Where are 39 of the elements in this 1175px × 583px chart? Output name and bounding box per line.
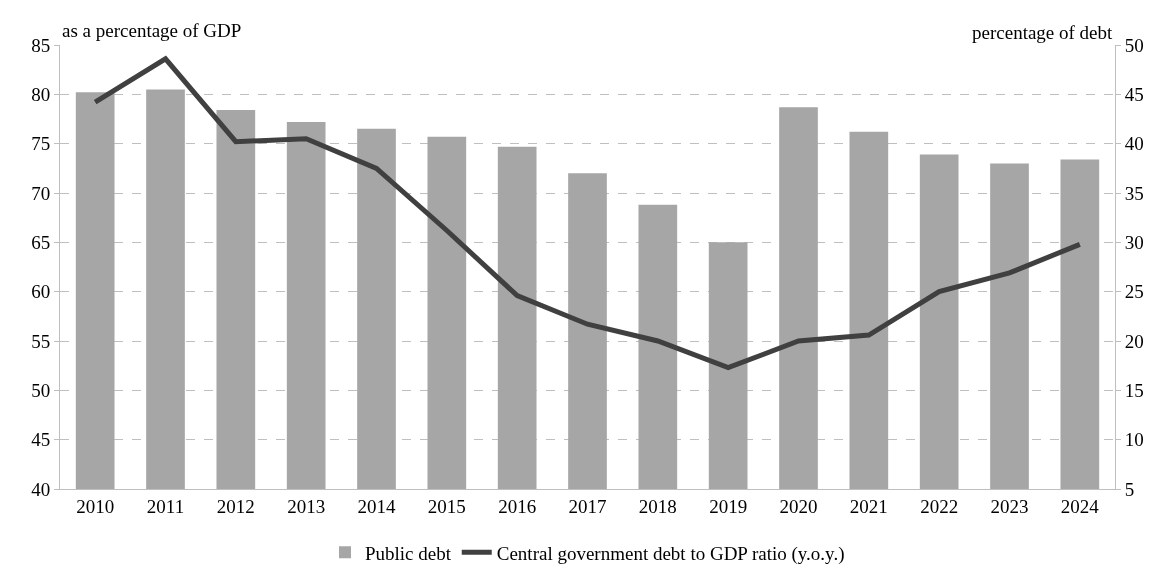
y2-tick-label: 20 <box>1124 330 1144 352</box>
x-tick-label: 2022 <box>920 495 959 517</box>
y2-tick-label: 15 <box>1124 379 1144 401</box>
x-tick-label: 2023 <box>990 495 1029 517</box>
x-tick-label: 2013 <box>287 495 326 517</box>
y2-tick-label: 50 <box>1124 34 1144 56</box>
y-tick-label: 85 <box>31 34 51 56</box>
y-tick-label: 50 <box>31 379 51 401</box>
x-tick-label: 2018 <box>638 495 677 517</box>
y-tick-label: 70 <box>31 182 51 204</box>
y2-tick-label: 30 <box>1124 231 1144 253</box>
y2-tick-label: 35 <box>1124 182 1144 204</box>
y-tick-label: 45 <box>31 429 51 451</box>
x-tick-label: 2010 <box>76 495 115 517</box>
y2-axis-title: percentage of debt <box>972 22 1114 43</box>
x-tick-label: 2012 <box>216 495 255 517</box>
legend-label: Central government debt to GDP ratio (y.o.y.) <box>496 542 845 565</box>
x-tick-label: 2020 <box>779 495 818 517</box>
x-tick-label: 2016 <box>498 495 537 517</box>
x-tick-label: 2017 <box>568 495 607 517</box>
x-tick-label: 2024 <box>1060 495 1100 517</box>
x-tick-label: 2014 <box>357 495 396 517</box>
y2-tick-label: 10 <box>1124 429 1144 451</box>
y-tick-label: 40 <box>31 478 51 500</box>
y-tick-label: 55 <box>31 330 51 352</box>
x-tick-label: 2019 <box>709 495 748 517</box>
legend-label: Public debt <box>365 542 452 564</box>
y-tick-label: 75 <box>31 133 51 155</box>
y-tick-label: 80 <box>31 83 51 105</box>
y-tick-label: 60 <box>31 281 51 303</box>
y2-tick-label: 40 <box>1124 133 1144 155</box>
x-tick-label: 2021 <box>849 495 888 517</box>
y-axis-title: as a percentage of GDP <box>62 20 242 41</box>
x-tick-label: 2015 <box>427 495 466 517</box>
y-tick-label: 65 <box>31 231 51 253</box>
y2-tick-label: 25 <box>1124 281 1144 303</box>
y2-tick-label: 45 <box>1124 83 1144 105</box>
x-tick-label: 2011 <box>146 495 185 517</box>
y2-tick-label: 5 <box>1124 478 1135 500</box>
